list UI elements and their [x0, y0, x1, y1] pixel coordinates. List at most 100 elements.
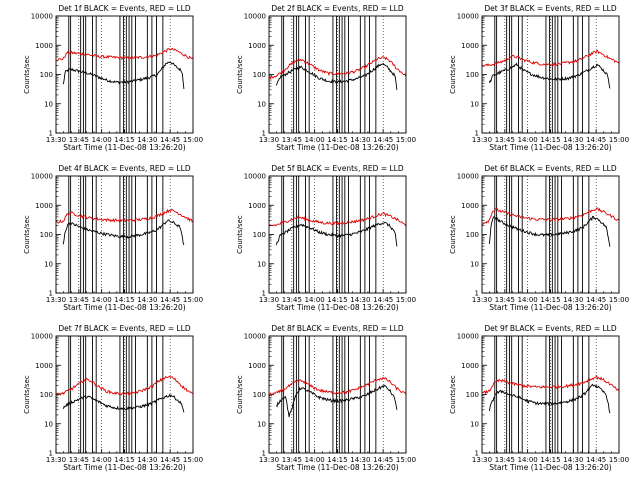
y-tick-label: 10	[470, 260, 479, 268]
x-tick-label: 13:30	[472, 296, 492, 304]
x-tick-label: 13:30	[472, 456, 492, 464]
x-tick-label: 13:45	[282, 136, 302, 144]
panel-title: Det 8f BLACK = Events, RED = LLD	[271, 324, 404, 333]
series-lld-line	[482, 207, 620, 225]
series-events-line	[275, 63, 398, 90]
y-tick-label: 10000	[457, 333, 479, 341]
series-events-line	[488, 62, 611, 89]
series-lld-line	[55, 375, 194, 397]
series-events-line	[275, 384, 398, 418]
series-lld-line	[268, 56, 407, 80]
y-tick-label: 1000	[35, 42, 53, 50]
y-tick-label: 10000	[31, 173, 53, 181]
series-events-line	[275, 221, 398, 247]
y-tick-label: 10	[257, 100, 266, 108]
y-tick-label: 100	[253, 231, 266, 239]
panel-det-6: Det 6f BLACK = Events, RED = LLD 13:30 13:…	[449, 164, 629, 312]
y-tick-label: 10	[257, 260, 266, 268]
panel-det-3: Det 3f BLACK = Events, RED = LLD 13:30 13:…	[449, 4, 629, 152]
x-tick-label: 14:00	[92, 296, 112, 304]
y-tick-label: 1	[475, 450, 479, 458]
x-tick-label: 15:00	[183, 296, 203, 304]
panel-title: Det 7f BLACK = Events, RED = LLD	[58, 324, 191, 333]
x-tick-label: 13:45	[69, 456, 89, 464]
panel-det-4: Det 4f BLACK = Events, RED = LLD 13:30 13:…	[23, 164, 203, 312]
x-tick-label: 15:00	[609, 456, 629, 464]
y-tick-label: 100	[466, 71, 479, 79]
y-tick-label: 1000	[35, 362, 53, 370]
panel-det-7: Det 7f BLACK = Events, RED = LLD 13:30 13:…	[23, 324, 203, 472]
x-tick-label: 14:15	[540, 136, 560, 144]
y-tick-label: 100	[40, 391, 53, 399]
y-tick-label: 1000	[461, 42, 479, 50]
x-axis-label: Start Time (11-Dec-08 13:26:20)	[276, 463, 398, 472]
x-axis-label: Start Time (11-Dec-08 13:26:20)	[489, 303, 611, 312]
x-tick-label: 15:00	[609, 296, 629, 304]
y-axis-label: Counts/sec	[236, 55, 244, 94]
plot-frame	[481, 15, 620, 134]
x-axis-label: Start Time (11-Dec-08 13:26:20)	[63, 303, 185, 312]
plot-frame	[268, 175, 407, 294]
y-axis-label: Counts/sec	[23, 375, 31, 414]
x-tick-label: 14:45	[373, 456, 393, 464]
series-lld-line	[481, 375, 620, 395]
panel-det-2: Det 2f BLACK = Events, RED = LLD 13:30 13:…	[236, 4, 416, 152]
series-lld-line	[55, 47, 194, 62]
x-tick-label: 14:00	[92, 136, 112, 144]
x-tick-label: 14:30	[350, 136, 370, 144]
y-tick-label: 10	[470, 420, 479, 428]
x-tick-label: 14:45	[373, 136, 393, 144]
x-tick-label: 15:00	[396, 456, 416, 464]
y-tick-label: 10000	[31, 13, 53, 21]
y-axis-label: Counts/sec	[449, 215, 457, 254]
y-tick-label: 1	[49, 290, 53, 298]
y-tick-label: 1	[49, 130, 53, 138]
y-tick-label: 10	[257, 420, 266, 428]
x-tick-label: 13:45	[69, 136, 89, 144]
x-tick-label: 14:30	[563, 456, 583, 464]
panel-det-8: Det 8f BLACK = Events, RED = LLD 13:30 13:…	[236, 324, 416, 472]
x-tick-label: 13:30	[472, 136, 492, 144]
y-tick-label: 1	[262, 450, 266, 458]
x-tick-label: 13:30	[46, 296, 66, 304]
x-tick-label: 13:30	[259, 136, 279, 144]
plot-frame	[55, 15, 194, 134]
series-events-line	[62, 393, 185, 413]
panel-title: Det 2f BLACK = Events, RED = LLD	[271, 4, 404, 13]
y-tick-label: 1000	[461, 362, 479, 370]
x-tick-label: 13:45	[495, 296, 515, 304]
y-tick-label: 10000	[244, 13, 266, 21]
x-tick-label: 13:30	[259, 296, 279, 304]
x-tick-label: 14:45	[160, 136, 180, 144]
x-tick-label: 14:00	[518, 456, 538, 464]
x-tick-label: 14:45	[373, 296, 393, 304]
x-tick-label: 14:00	[305, 136, 325, 144]
y-tick-label: 1000	[248, 202, 266, 210]
y-tick-label: 100	[466, 231, 479, 239]
x-tick-label: 14:15	[327, 136, 347, 144]
x-tick-label: 13:45	[282, 296, 302, 304]
x-tick-label: 13:45	[69, 296, 89, 304]
y-tick-label: 10000	[31, 333, 53, 341]
plot-frame	[481, 335, 620, 454]
x-tick-label: 14:15	[114, 136, 134, 144]
panel-det-1: Det 1f BLACK = Events, RED = LLD 13:30 13:…	[23, 4, 203, 152]
series-lld-line	[481, 49, 620, 67]
y-tick-label: 1	[262, 290, 266, 298]
x-axis-label: Start Time (11-Dec-08 13:26:20)	[489, 463, 611, 472]
x-tick-label: 14:45	[160, 456, 180, 464]
x-tick-label: 14:15	[327, 456, 347, 464]
y-axis-label: Counts/sec	[23, 55, 31, 94]
y-tick-label: 1	[49, 450, 53, 458]
x-tick-label: 13:45	[495, 136, 515, 144]
y-tick-label: 10	[470, 100, 479, 108]
y-tick-label: 100	[253, 71, 266, 79]
y-tick-label: 100	[466, 391, 479, 399]
x-tick-label: 14:00	[518, 296, 538, 304]
y-tick-label: 100	[253, 391, 266, 399]
panel-title: Det 3f BLACK = Events, RED = LLD	[484, 4, 617, 13]
y-tick-label: 1	[262, 130, 266, 138]
series-events-line	[62, 61, 185, 90]
plot-frame	[268, 15, 407, 134]
x-tick-label: 15:00	[183, 136, 203, 144]
